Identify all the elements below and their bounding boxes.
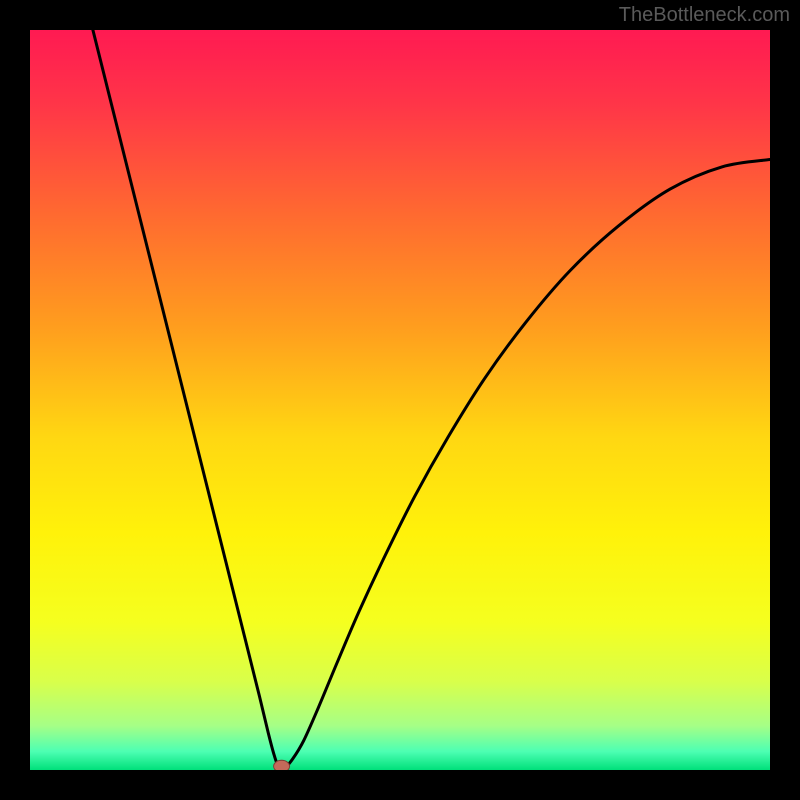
gradient-background bbox=[30, 30, 770, 770]
chart-svg bbox=[30, 30, 770, 770]
chart-plot-area bbox=[30, 30, 770, 770]
watermark-text: TheBottleneck.com bbox=[619, 4, 790, 27]
optimal-point-marker bbox=[274, 760, 290, 770]
chart-outer-frame: TheBottleneck.com bbox=[0, 0, 800, 800]
